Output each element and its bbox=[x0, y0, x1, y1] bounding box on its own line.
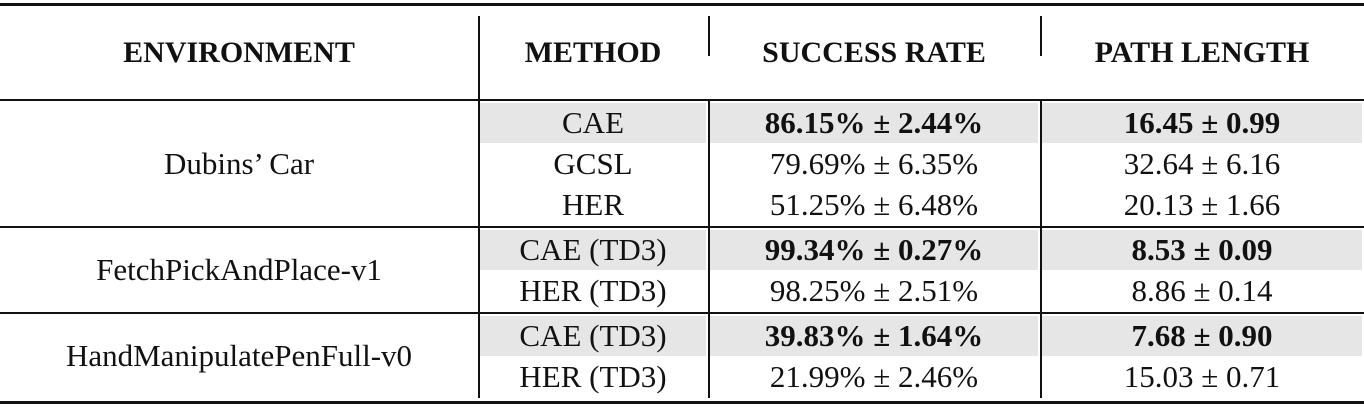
data-cell: HER (TD3) bbox=[519, 358, 667, 394]
header-rule bbox=[0, 99, 1364, 101]
data-cell: 8.53 ± 0.09 bbox=[1042, 230, 1362, 271]
data-cell: 99.34% ± 0.27% bbox=[710, 230, 1038, 271]
column-divider bbox=[478, 228, 480, 312]
header-divider bbox=[1040, 16, 1042, 56]
column-divider bbox=[708, 101, 710, 227]
bottom-rule bbox=[0, 400, 1364, 404]
data-cell: HER (TD3) bbox=[519, 273, 667, 309]
header-cell: METHOD bbox=[524, 36, 662, 69]
data-cell: 51.25% ± 6.48% bbox=[769, 187, 979, 223]
data-cell: CAE (TD3) bbox=[480, 230, 706, 271]
data-cell: GCSL bbox=[553, 145, 633, 181]
data-cell: 86.15% ± 2.44% bbox=[710, 103, 1038, 143]
data-cell: CAE (TD3) bbox=[480, 316, 706, 356]
data-cell: 32.64 ± 6.16 bbox=[1123, 145, 1281, 181]
data-cell: 16.45 ± 0.99 bbox=[1042, 103, 1362, 143]
data-cell: HER bbox=[562, 187, 624, 223]
data-cell: 21.99% ± 2.46% bbox=[769, 358, 979, 394]
header-cell: ENVIRONMENT bbox=[123, 36, 355, 69]
column-divider bbox=[708, 314, 710, 398]
data-cell: 15.03 ± 0.71 bbox=[1123, 358, 1281, 394]
group-rule bbox=[0, 312, 1364, 314]
top-rule bbox=[0, 3, 1364, 6]
data-cell: 7.68 ± 0.90 bbox=[1042, 316, 1362, 356]
environment-cell: HandManipulatePenFull-v0 bbox=[65, 337, 413, 373]
group-rule bbox=[0, 226, 1364, 229]
column-divider bbox=[708, 228, 710, 312]
data-cell: 39.83% ± 1.64% bbox=[710, 316, 1038, 356]
column-divider bbox=[1040, 314, 1042, 398]
column-divider bbox=[1040, 101, 1042, 227]
column-divider bbox=[478, 16, 480, 101]
header-divider bbox=[708, 16, 710, 56]
data-cell: 20.13 ± 1.66 bbox=[1123, 187, 1281, 223]
data-cell: 98.25% ± 2.51% bbox=[769, 273, 979, 309]
column-divider bbox=[1040, 228, 1042, 312]
data-cell: 79.69% ± 6.35% bbox=[769, 145, 979, 181]
data-cell: 8.86 ± 0.14 bbox=[1131, 273, 1273, 309]
data-cell: CAE bbox=[480, 103, 706, 143]
environment-cell: FetchPickAndPlace-v1 bbox=[96, 252, 382, 288]
environment-cell: Dubins’ Car bbox=[163, 145, 315, 181]
column-divider bbox=[478, 101, 480, 227]
column-divider bbox=[478, 314, 480, 398]
header-cell: PATH LENGTH bbox=[1094, 36, 1310, 69]
header-cell: SUCCESS RATE bbox=[762, 36, 986, 69]
